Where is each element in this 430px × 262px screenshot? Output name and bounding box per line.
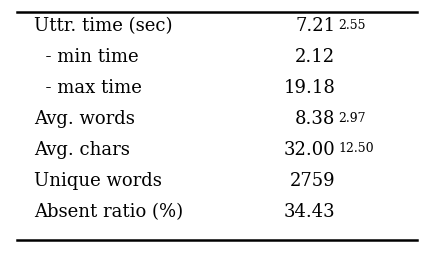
Text: 34.43: 34.43: [284, 203, 335, 221]
Text: Absent ratio (%): Absent ratio (%): [34, 203, 184, 221]
Text: 19.18: 19.18: [283, 79, 335, 97]
Text: Uttr. time (sec): Uttr. time (sec): [34, 17, 173, 35]
Text: 12.50: 12.50: [338, 143, 374, 155]
Text: 8.38: 8.38: [295, 110, 335, 128]
Text: Unique words: Unique words: [34, 172, 162, 190]
Text: 32.00: 32.00: [284, 141, 335, 159]
Text: Avg. chars: Avg. chars: [34, 141, 130, 159]
Text: 7.21: 7.21: [295, 17, 335, 35]
Text: 2759: 2759: [290, 172, 335, 190]
Text: 2.97: 2.97: [338, 112, 366, 124]
Text: Avg. words: Avg. words: [34, 110, 135, 128]
Text: - max time: - max time: [34, 79, 142, 97]
Text: 2.12: 2.12: [295, 48, 335, 66]
Text: 2.55: 2.55: [338, 19, 366, 32]
Text: - min time: - min time: [34, 48, 139, 66]
